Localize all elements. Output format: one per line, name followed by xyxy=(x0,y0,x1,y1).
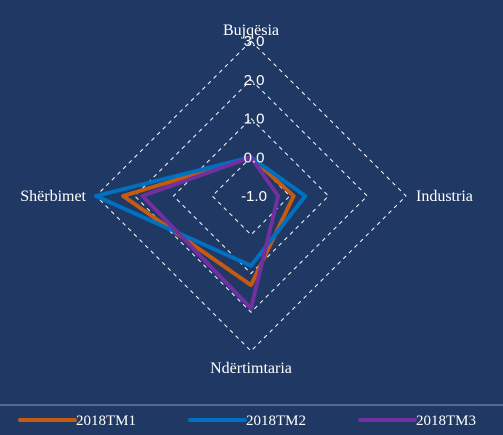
axis-label-1: Industria xyxy=(416,188,473,205)
grid-ring-4 xyxy=(95,40,407,352)
axis-labels: Bujqësia Industria Ndërtimtaria Shërbimet xyxy=(20,22,473,377)
grid-layer xyxy=(95,40,407,352)
series-line-2018TM2 xyxy=(94,155,308,268)
grid-ring-2 xyxy=(172,117,330,275)
axis-label-2: Ndërtimtaria xyxy=(210,360,292,377)
tick-label-0: -1.0 xyxy=(241,188,267,205)
legend-label-2018TM1: 2018TM1 xyxy=(76,413,136,429)
legend-label-2018TM3: 2018TM3 xyxy=(416,413,476,429)
legend-label-2018TM2: 2018TM2 xyxy=(246,413,306,429)
grid-ring-3 xyxy=(134,79,368,313)
legend: 2018TM1 2018TM2 2018TM3 xyxy=(18,413,476,429)
tick-label-4: 3.0 xyxy=(244,33,265,50)
axis-label-3: Shërbimet xyxy=(20,188,86,205)
axis-label-0: Bujqësia xyxy=(223,22,279,39)
tick-label-2: 1.0 xyxy=(244,111,265,128)
series-layer xyxy=(94,155,308,311)
series-line-2018TM3 xyxy=(140,155,281,311)
tick-label-1: 0.0 xyxy=(244,149,265,166)
tick-label-3: 2.0 xyxy=(244,72,265,89)
series-line-2018TM1 xyxy=(121,155,296,288)
tick-labels: -1.0 0.0 1.0 2.0 3.0 xyxy=(241,33,267,205)
